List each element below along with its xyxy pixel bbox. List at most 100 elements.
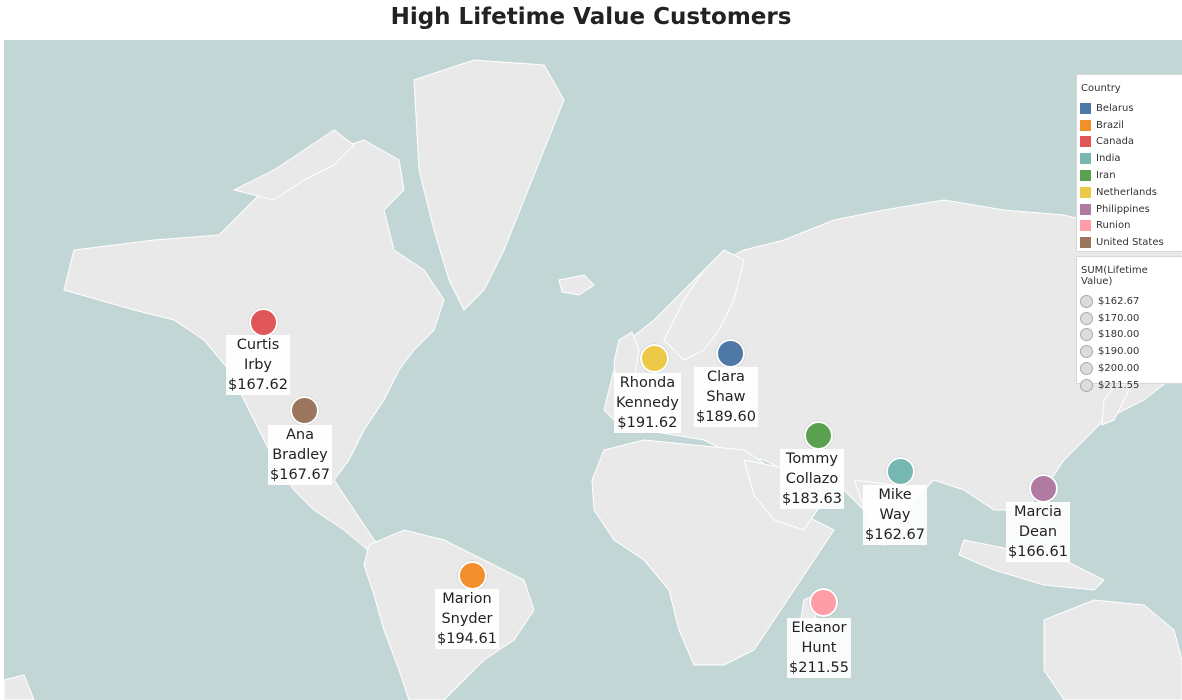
customer-last-name: Shaw [706, 389, 746, 405]
marker-ana-bradley[interactable] [290, 396, 319, 425]
marker-mike-way[interactable] [886, 457, 915, 486]
customer-last-name: Hunt [801, 640, 837, 656]
customer-last-name: Irby [243, 357, 272, 373]
iceland-shape [558, 274, 595, 296]
customer-first-name: Mike [878, 487, 912, 503]
country-legend-label: Canada [1096, 136, 1135, 148]
greenland-shape [413, 59, 565, 311]
size-legend-label: $180.00 [1098, 329, 1140, 341]
country-legend-item[interactable]: Philippines [1077, 201, 1182, 218]
landmass-layer [4, 59, 1182, 700]
customer-first-name: Rhonda [619, 375, 676, 391]
country-legend-item[interactable]: United States [1077, 234, 1182, 251]
customer-first-name: Marcia [1014, 504, 1062, 520]
marker-tommy-collazo[interactable] [804, 421, 833, 450]
size-legend-item[interactable]: $211.55 [1077, 377, 1182, 394]
country-legend-label: Philippines [1096, 203, 1150, 215]
customer-label-eleanor-hunt: Eleanor Hunt $211.55 [787, 618, 851, 678]
country-legend-label: India [1096, 153, 1121, 165]
size-legend-item[interactable]: $180.00 [1077, 327, 1182, 344]
legend-swatch [1080, 170, 1091, 182]
size-circle-icon [1080, 378, 1093, 392]
customer-lifetime-value: $191.62 [617, 415, 678, 431]
country-legend-item[interactable]: Iran [1077, 167, 1182, 184]
customer-lifetime-value: $183.63 [782, 491, 842, 507]
customer-first-name: Tommy [785, 451, 839, 467]
size-legend-item[interactable]: $190.00 [1077, 343, 1182, 360]
country-legend-label: Runion [1096, 220, 1131, 232]
country-legend-label: Netherlands [1096, 186, 1157, 198]
country-legend: Country Belarus Brazil Canada India Iran Neth… [1076, 74, 1182, 252]
country-legend-title: Country [1081, 83, 1121, 94]
country-legend-item[interactable]: Canada [1077, 134, 1182, 151]
customer-last-name: Kennedy [616, 395, 679, 411]
customer-lifetime-value: $162.67 [865, 527, 925, 543]
legend-swatch [1080, 153, 1091, 165]
size-legend-item[interactable]: $200.00 [1077, 360, 1182, 377]
legend-swatch [1080, 102, 1091, 114]
country-legend-item[interactable]: Runion [1077, 218, 1182, 235]
customer-lifetime-value: $189.60 [696, 409, 756, 425]
customer-label-ana-bradley: Ana Bradley $167.67 [268, 425, 332, 485]
legend-swatch [1080, 220, 1091, 232]
size-legend-item[interactable]: $170.00 [1077, 310, 1182, 327]
country-legend-item[interactable]: Netherlands [1077, 184, 1182, 201]
customer-label-curtis-irby: Curtis Irby $167.62 [226, 335, 290, 395]
size-legend-label: $200.00 [1098, 363, 1140, 375]
customer-label-tommy-collazo: Tommy Collazo $183.63 [780, 449, 844, 509]
size-circle-icon [1080, 362, 1093, 376]
customer-lifetime-value: $167.67 [270, 467, 330, 483]
customer-last-name: Dean [1018, 524, 1058, 540]
customer-label-marcia-dean: Marcia Dean $166.61 [1006, 502, 1070, 562]
customer-last-name: Snyder [441, 611, 493, 627]
size-legend-label: $170.00 [1098, 312, 1140, 324]
customer-label-rhonda-kennedy: Rhonda Kennedy $191.62 [614, 373, 681, 433]
scandinavia-shape [663, 249, 745, 361]
legend-swatch [1080, 119, 1091, 131]
size-legend: SUM(Lifetime Value) $162.67 $170.00 $180.0… [1076, 256, 1182, 392]
customer-lifetime-value: $211.55 [789, 660, 849, 676]
marker-rhonda-kennedy[interactable] [640, 344, 669, 373]
customer-lifetime-value: $167.62 [228, 377, 288, 393]
size-legend-list: $162.67 $170.00 $180.00 $190.00 $200.00 $211.… [1077, 293, 1182, 394]
marker-marion-snyder[interactable] [458, 561, 487, 590]
marker-marcia-dean[interactable] [1029, 474, 1058, 503]
customer-lifetime-value: $194.61 [437, 631, 497, 647]
legend-swatch [1080, 203, 1091, 215]
country-legend-item[interactable]: India [1077, 150, 1182, 167]
customer-first-name: Clara [707, 369, 745, 385]
size-circle-icon [1080, 294, 1093, 308]
legend-swatch [1080, 186, 1091, 198]
country-legend-label: Iran [1096, 170, 1116, 182]
customer-last-name: Way [879, 507, 911, 523]
world-map[interactable]: Curtis Irby $167.62 Ana Bradley $167.67 … [4, 40, 1182, 700]
size-circle-icon [1080, 311, 1093, 325]
customer-first-name: Marion [442, 591, 492, 607]
size-circle-icon [1080, 345, 1093, 359]
customer-first-name: Curtis [236, 337, 280, 353]
customer-label-mike-way: Mike Way $162.67 [863, 485, 927, 545]
country-legend-item[interactable]: Belarus [1077, 100, 1182, 117]
size-legend-title: SUM(Lifetime Value) [1081, 265, 1148, 287]
chart-title: High Lifetime Value Customers [390, 4, 792, 30]
marker-clara-shaw[interactable] [716, 339, 745, 368]
customer-first-name: Ana [285, 427, 314, 443]
size-legend-label: $162.67 [1098, 295, 1140, 307]
country-legend-list: Belarus Brazil Canada India Iran Netherlands P… [1077, 100, 1182, 251]
size-legend-item[interactable]: $162.67 [1077, 293, 1182, 310]
country-legend-item[interactable]: Brazil [1077, 117, 1182, 134]
size-legend-label: $190.00 [1098, 346, 1140, 358]
customer-last-name: Collazo [785, 471, 839, 487]
customer-first-name: Eleanor [791, 620, 847, 636]
customer-last-name: Bradley [272, 447, 328, 463]
customer-label-marion-snyder: Marion Snyder $194.61 [435, 589, 499, 649]
size-circle-icon [1080, 328, 1093, 342]
customer-label-clara-shaw: Clara Shaw $189.60 [694, 367, 758, 427]
size-legend-label: $211.55 [1098, 379, 1140, 391]
marker-eleanor-hunt[interactable] [809, 588, 838, 617]
south-tip-shape [4, 674, 35, 700]
country-legend-label: Belarus [1096, 102, 1134, 114]
country-legend-label: United States [1096, 237, 1164, 249]
australia-shape [1043, 599, 1182, 700]
marker-curtis-irby[interactable] [249, 308, 278, 337]
